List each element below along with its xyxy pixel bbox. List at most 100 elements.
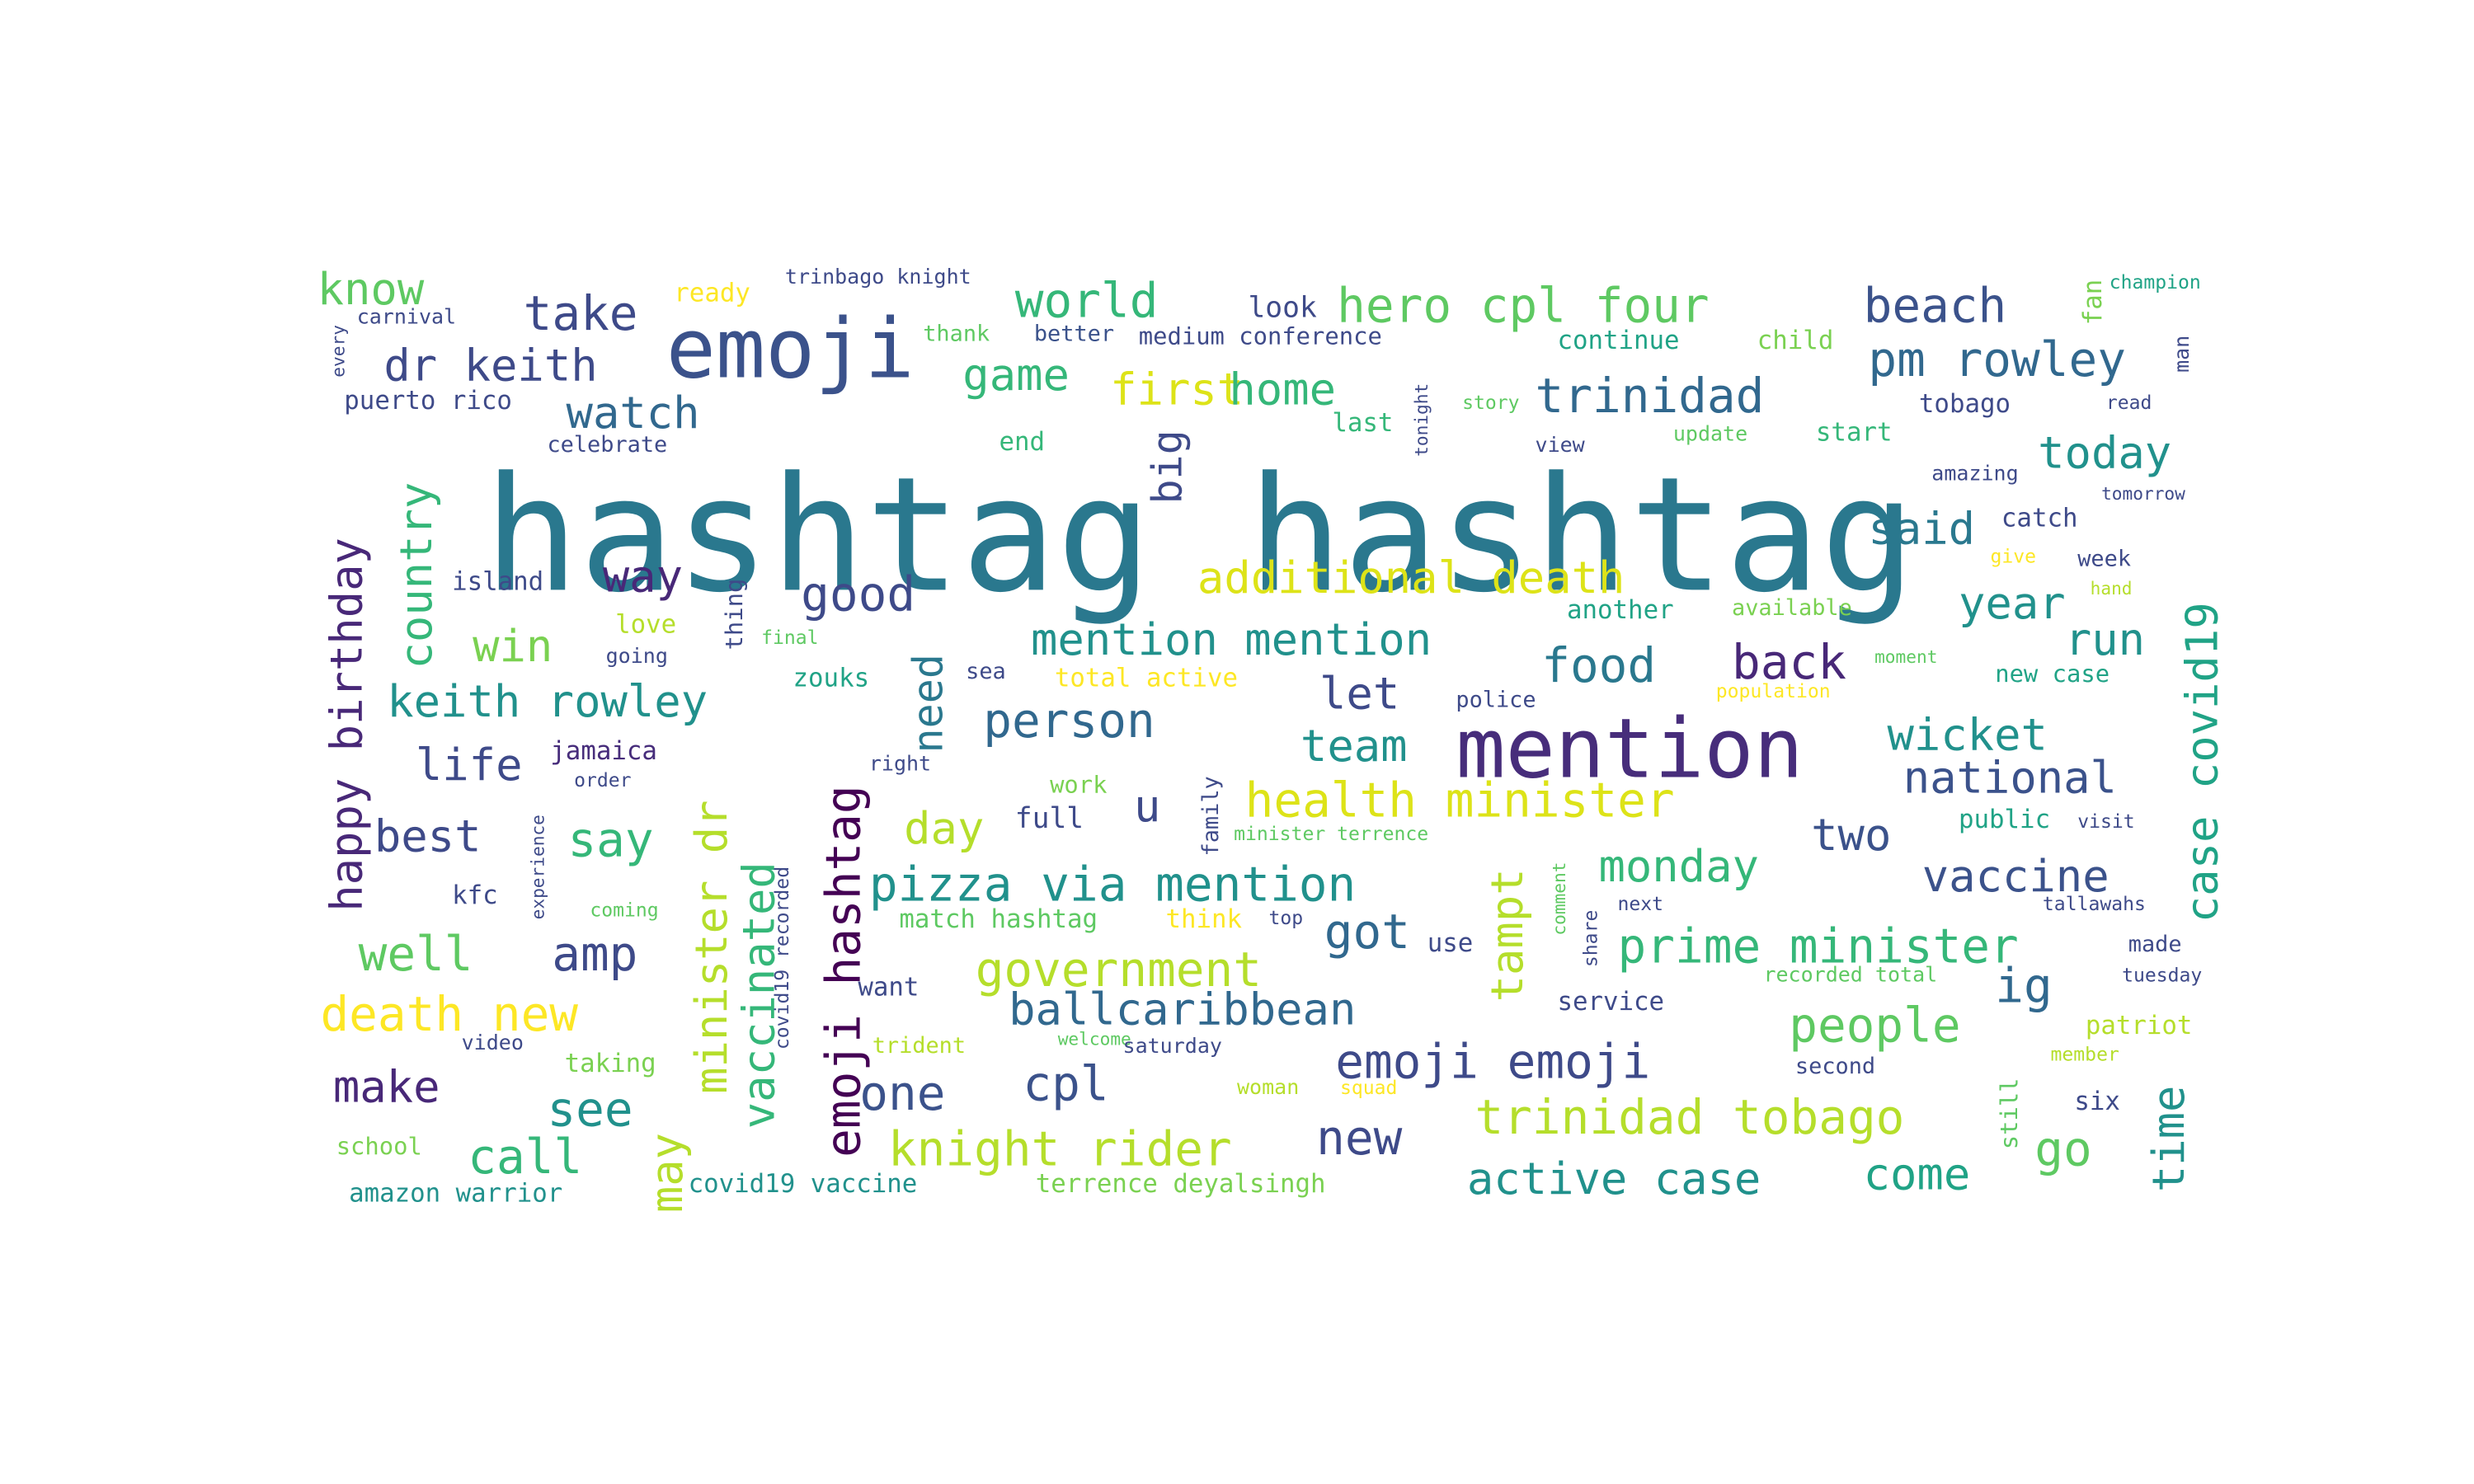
word-give: give — [1990, 547, 2036, 568]
word-hero-cpl-four: hero cpl four — [1337, 277, 1710, 333]
word-trident: trident — [872, 1033, 966, 1059]
word-tallawahs: tallawahs — [2043, 894, 2146, 915]
word-woman: woman — [1237, 1075, 1299, 1099]
word-happy-birthday: happy birthday — [320, 538, 372, 912]
word-food: food — [1541, 637, 1656, 693]
word-monday: monday — [1598, 840, 1758, 892]
word-pm-rowley: pm rowley — [1868, 331, 2126, 387]
word-child: child — [1757, 326, 1834, 355]
word-medium-conference: medium conference — [1139, 322, 1382, 350]
word-call: call — [468, 1129, 582, 1185]
word-another: another — [1567, 595, 1674, 625]
word-well: well — [359, 926, 473, 982]
word-country: country — [390, 482, 442, 669]
word-made: made — [2128, 932, 2182, 957]
word-family: family — [1198, 776, 1224, 856]
word-new: new — [1316, 1110, 1402, 1166]
word-week: week — [2077, 547, 2131, 572]
word-tonight: tonight — [1411, 383, 1432, 457]
word-terrence-deyalsingh: terrence deyalsingh — [1036, 1169, 1326, 1199]
word-covid19-recorded: covid19 recorded — [772, 866, 793, 1050]
word-vaccinated: vaccinated — [732, 862, 784, 1129]
word-school: school — [336, 1132, 422, 1160]
word-update: update — [1673, 422, 1747, 446]
word-said: said — [1868, 503, 1975, 555]
word-amazing: amazing — [1931, 462, 2018, 486]
word-ig: ig — [1995, 957, 2052, 1013]
word-mention-mention: mention mention — [1031, 613, 1432, 665]
word-visit: visit — [2077, 811, 2134, 833]
word-patriot: patriot — [2086, 1011, 2193, 1040]
word-top: top — [1268, 908, 1303, 929]
word-champion: champion — [2109, 272, 2201, 294]
word-home: home — [1229, 363, 1336, 415]
word-police: police — [1456, 688, 1536, 713]
word-say: say — [567, 811, 653, 867]
word-better: better — [1034, 321, 1114, 346]
word-wicket: wicket — [1887, 709, 2047, 761]
word-trinbago-knight: trinbago knight — [785, 265, 971, 289]
word-want: want — [858, 973, 919, 1003]
word-final: final — [761, 627, 818, 649]
word-welcome: welcome — [1058, 1028, 1131, 1049]
word-see: see — [547, 1081, 633, 1137]
word-start: start — [1816, 418, 1893, 448]
word-way: way — [603, 550, 683, 602]
word-beach: beach — [1864, 277, 2007, 333]
word-share: share — [1581, 910, 1602, 967]
word-new-case: new case — [1995, 660, 2109, 688]
word-still: still — [1995, 1078, 2023, 1149]
word-saturday: saturday — [1123, 1034, 1222, 1058]
word-order: order — [574, 770, 631, 791]
word-end: end — [999, 427, 1046, 457]
word-coming: coming — [590, 900, 658, 922]
word-pizza-via-mention: pizza via mention — [869, 856, 1356, 912]
word-amazon-warrior: amazon warrior — [349, 1179, 562, 1209]
word-amp: amp — [552, 926, 637, 982]
word-catch: catch — [2001, 503, 2078, 533]
word-people: people — [1789, 997, 1960, 1053]
word-continue: continue — [1557, 326, 1679, 355]
word-experience: experience — [528, 815, 548, 919]
word-knight-rider: knight rider — [888, 1120, 1232, 1176]
word-may: may — [641, 1133, 693, 1213]
word-view: view — [1536, 433, 1586, 457]
word-first: first — [1110, 363, 1244, 415]
word-squad: squad — [1340, 1078, 1397, 1099]
word-national: national — [1903, 752, 2117, 804]
word-covid19-vaccine: covid19 vaccine — [689, 1169, 918, 1199]
word-life: life — [416, 739, 523, 791]
word-emoji-hashtag: emoji hashtag — [815, 785, 871, 1158]
word-health-minister: health minister — [1245, 772, 1675, 828]
word-active-case: active case — [1467, 1153, 1761, 1205]
word-public: public — [1959, 805, 2050, 834]
word-going: going — [606, 644, 668, 668]
word-trinidad: trinidad — [1536, 368, 1765, 424]
word-team: team — [1300, 720, 1408, 772]
word-hashtag-hashtag: hashtag hashtag — [484, 444, 1917, 627]
word-know: know — [317, 263, 425, 315]
word-carnival: carnival — [357, 304, 456, 328]
word-let: let — [1319, 668, 1399, 720]
word-think: think — [1165, 904, 1242, 934]
word-back: back — [1732, 634, 1846, 690]
word-available: available — [1732, 595, 1852, 621]
word-run: run — [2065, 613, 2145, 665]
word-member: member — [2051, 1045, 2119, 1066]
word-vaccine: vaccine — [1922, 850, 2109, 902]
word-read: read — [2106, 392, 2152, 414]
word-right: right — [869, 752, 931, 776]
word-got: got — [1324, 904, 1410, 960]
word-thank: thank — [923, 321, 990, 346]
word-taking: taking — [565, 1049, 656, 1078]
word-sea: sea — [966, 659, 1006, 684]
word-additional-death: additional death — [1197, 552, 1625, 603]
word-need: need — [904, 654, 952, 753]
word-look: look — [1248, 292, 1317, 325]
word-fan: fan — [2078, 279, 2108, 326]
word-dr-keith: dr keith — [383, 340, 597, 392]
word-minister-terrence: minister terrence — [1234, 824, 1428, 845]
word-ballcaribbean: ballcaribbean — [1009, 983, 1356, 1035]
word-puerto-rico: puerto rico — [344, 386, 512, 416]
